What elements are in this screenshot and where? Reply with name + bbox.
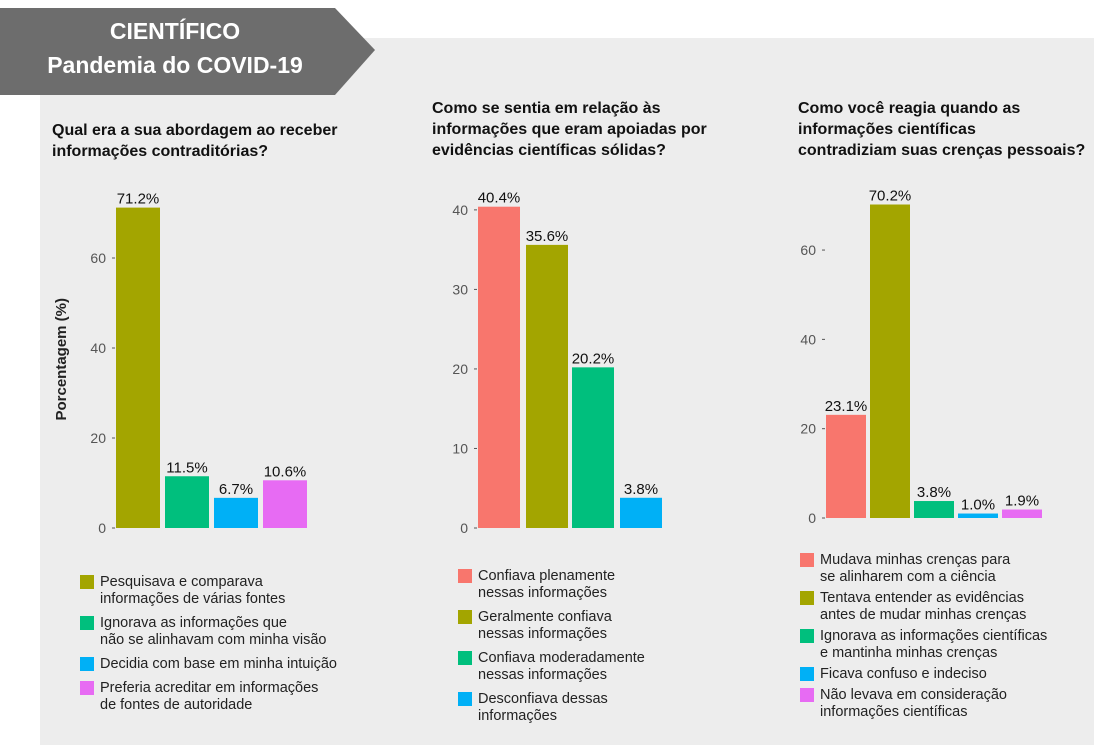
value-label: 23.1% bbox=[825, 398, 868, 415]
legend-label: Desconfiava dessas informações bbox=[478, 691, 608, 724]
value-label: 70.2% bbox=[869, 188, 912, 205]
bar bbox=[165, 476, 209, 528]
bar bbox=[1002, 509, 1042, 518]
y-tick-label: 0 bbox=[460, 520, 468, 536]
legend-swatch bbox=[458, 651, 472, 665]
y-tick-label: 40 bbox=[800, 331, 816, 347]
legend-swatch bbox=[458, 610, 472, 624]
legend-swatch bbox=[80, 657, 94, 671]
value-label: 11.5% bbox=[166, 459, 207, 476]
legend-label: Geralmente confiava nessas informações bbox=[478, 609, 612, 642]
bar bbox=[263, 480, 307, 528]
value-label: 3.8% bbox=[917, 484, 951, 501]
y-tick-label: 20 bbox=[90, 430, 106, 446]
value-label: 10.6% bbox=[264, 463, 307, 480]
y-tick-label: 0 bbox=[808, 510, 816, 526]
legend-swatch bbox=[80, 681, 94, 695]
legend-label: Não levava em consideração informações c… bbox=[820, 687, 1007, 720]
chart-title: Como se sentia em relação às informações… bbox=[432, 100, 707, 159]
value-label: 1.9% bbox=[1005, 493, 1039, 510]
bar bbox=[870, 204, 910, 519]
y-tick-label: 10 bbox=[452, 440, 468, 456]
legend-label: Ignorava as informações científicas e ma… bbox=[820, 628, 1048, 661]
y-tick-label: 20 bbox=[800, 421, 816, 437]
header-banner bbox=[0, 8, 375, 95]
legend-swatch bbox=[800, 667, 814, 681]
y-tick-label: 40 bbox=[452, 202, 468, 218]
legend-label: Pesquisava e comparava informações de vá… bbox=[100, 574, 286, 607]
legend-swatch bbox=[800, 629, 814, 643]
value-label: 1.0% bbox=[961, 497, 995, 514]
y-tick-label: 40 bbox=[90, 340, 106, 356]
legend-swatch bbox=[800, 688, 814, 702]
legend-swatch bbox=[80, 575, 94, 589]
bar bbox=[214, 497, 258, 528]
legend-label: Tentava entender as evidências antes de … bbox=[820, 590, 1027, 623]
legend-label: Mudava minhas crenças para se alinharem … bbox=[820, 552, 1011, 585]
bar bbox=[526, 244, 568, 528]
value-label: 35.6% bbox=[526, 228, 569, 245]
value-label: 20.2% bbox=[572, 350, 615, 367]
y-axis-label: Porcentagem (%) bbox=[53, 298, 70, 421]
legend-label: Preferia acreditar em informações de fon… bbox=[100, 680, 319, 713]
legend-swatch bbox=[800, 553, 814, 567]
chart-title: Como você reagia quando as informações c… bbox=[798, 100, 1086, 159]
y-tick-label: 20 bbox=[452, 361, 468, 377]
legend-label: Decidia com base em minha intuição bbox=[100, 656, 337, 672]
legend-swatch bbox=[458, 569, 472, 583]
y-tick-label: 60 bbox=[800, 242, 816, 258]
legend-label: Ficava confuso e indeciso bbox=[820, 666, 987, 682]
legend-label: Ignorava as informações que não se alinh… bbox=[100, 615, 327, 648]
header-title: CIENTÍFICO bbox=[109, 18, 241, 44]
legend-swatch bbox=[458, 692, 472, 706]
value-label: 71.2% bbox=[117, 191, 160, 208]
legend-label: Confiava plenamente nessas informações bbox=[478, 568, 616, 601]
y-tick-label: 30 bbox=[452, 281, 468, 297]
bar bbox=[620, 497, 662, 528]
value-label: 6.7% bbox=[219, 481, 253, 498]
legend-swatch bbox=[80, 616, 94, 630]
bar bbox=[478, 206, 520, 528]
bar bbox=[826, 414, 866, 518]
y-tick-label: 0 bbox=[98, 520, 106, 536]
chart-title: Qual era a sua abordagem ao receber info… bbox=[52, 122, 338, 160]
value-label: 40.4% bbox=[478, 190, 521, 207]
bar bbox=[572, 367, 614, 528]
y-tick-label: 60 bbox=[90, 250, 106, 266]
legend-label: Confiava moderadamente nessas informaçõe… bbox=[478, 650, 645, 683]
value-label: 3.8% bbox=[624, 481, 658, 498]
legend-swatch bbox=[800, 591, 814, 605]
bar bbox=[914, 501, 954, 518]
bar bbox=[958, 513, 998, 518]
bar bbox=[116, 207, 160, 528]
header-subtitle: Pandemia do COVID-19 bbox=[47, 52, 303, 78]
